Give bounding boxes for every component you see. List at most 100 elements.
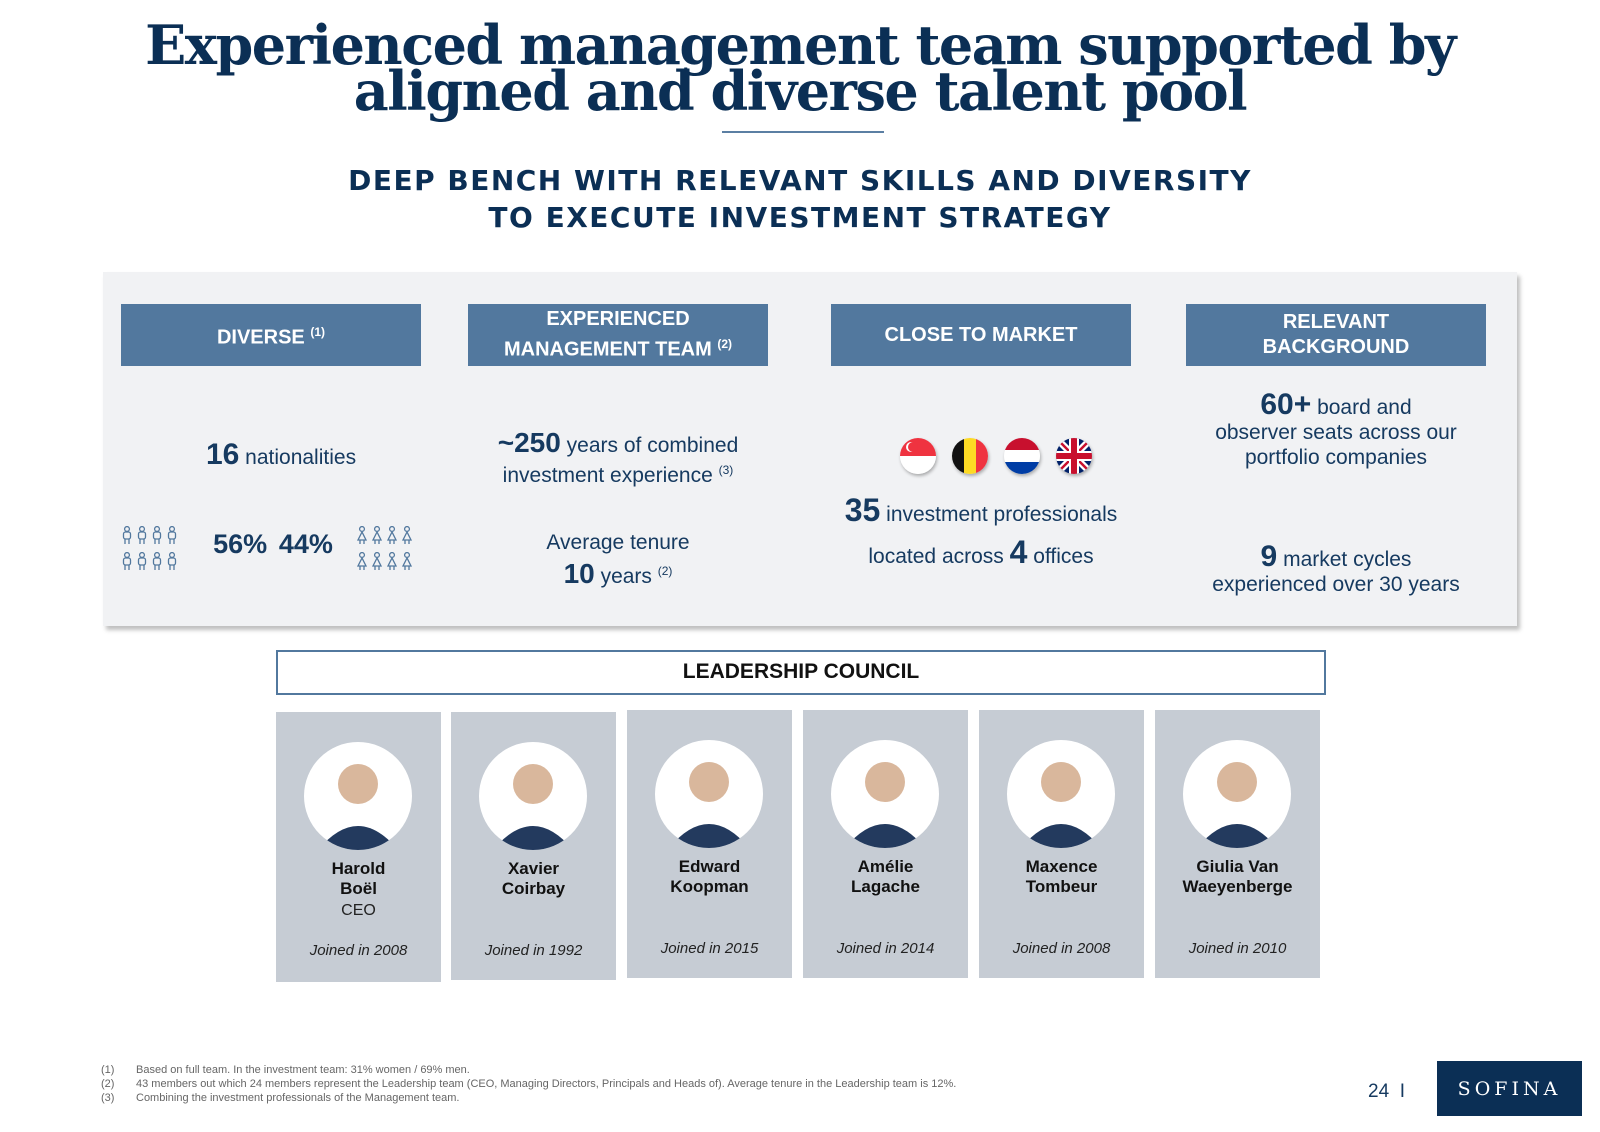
leader-card: Giulia Van Waeyenberge Joined in 2010 [1155, 710, 1320, 978]
leader-joined: Joined in 2008 [1012, 940, 1111, 957]
female-person-icon [355, 551, 369, 576]
board-seats-label-1: board and [1317, 396, 1412, 419]
leader-name: Maxence Tombeur [979, 857, 1144, 897]
male-person-icon [165, 525, 179, 550]
offices-prefix: located across [868, 545, 1004, 568]
leader-role: CEO [341, 902, 376, 919]
page-separator: I [1399, 1081, 1405, 1102]
combined-experience-stat: ~250 years of combined investment experi… [458, 427, 778, 488]
combined-years-note: (3) [718, 463, 734, 477]
tenure-note: (2) [657, 564, 673, 578]
leader-name: Giulia Van Waeyenberge [1155, 857, 1320, 897]
leader-card: Edward Koopman Joined in 2015 [627, 710, 792, 978]
male-person-icon [135, 551, 149, 576]
leader-card: Maxence Tombeur Joined in 2008 [979, 710, 1144, 978]
stats-panel: DIVERSE (1) 16 nationalities 56% 44% EXP… [103, 272, 1517, 626]
nationalities-value: 16 [205, 438, 240, 471]
tenure-stat: Average tenure 10 years (2) [458, 530, 778, 589]
leader-card: Amélie Lagache Joined in 2014 [803, 710, 968, 978]
diverse-header: DIVERSE (1) [121, 304, 421, 366]
leader-last-name: Lagache [851, 877, 920, 896]
female-person-icon [400, 551, 414, 576]
background-header: RELEVANT BACKGROUND [1186, 304, 1486, 366]
experienced-header-note: (2) [717, 337, 732, 352]
avatar [655, 740, 763, 848]
board-seats-stat: 60+ board and observer seats across our … [1171, 390, 1501, 470]
female-person-icon [400, 525, 414, 550]
female-person-icon [370, 525, 384, 550]
uk-flag-icon [1056, 438, 1092, 474]
leader-joined: Joined in 2010 [1188, 940, 1287, 957]
men-percentage: 56% [213, 529, 268, 559]
page-number: 24 I [1368, 1081, 1405, 1103]
combined-years-label-2: investment experience [502, 464, 713, 487]
leadership-council-title: LEADERSHIP COUNCIL [276, 650, 1326, 695]
tenure-unit: years [600, 565, 652, 588]
tenure-label: Average tenure [546, 531, 690, 554]
male-person-icon [120, 525, 134, 550]
offices-value: 4 [1009, 534, 1028, 570]
footnote-text: Based on full team. In the investment te… [136, 1064, 470, 1076]
belgium-flag-icon [952, 438, 988, 474]
page-title-line-1: Experienced management team supported by [145, 13, 1456, 77]
experienced-header-line-2: MANAGEMENT TEAM [504, 338, 712, 361]
male-person-icon-group [120, 525, 179, 576]
nationalities-stat: 16 nationalities [121, 440, 441, 470]
market-cycles-label-1: market cycles [1283, 548, 1412, 571]
background-header-line-2: BACKGROUND [1262, 336, 1410, 358]
gender-split-stat: 56% 44% [203, 529, 343, 559]
male-person-icon [135, 525, 149, 550]
male-person-icon [165, 551, 179, 576]
male-person-icon [150, 551, 164, 576]
female-person-icon [370, 551, 384, 576]
leader-name: Edward Koopman [627, 857, 792, 897]
leader-last-name: Tombeur [1025, 877, 1098, 896]
page-subtitle-line-2: TO EXECUTE INVESTMENT STRATEGY [488, 201, 1112, 234]
leader-first-name: Giulia Van [1196, 857, 1279, 876]
avatar [1007, 740, 1115, 848]
female-person-icon-group [355, 525, 414, 576]
leader-name: Harold Boël [276, 859, 441, 899]
market-header: CLOSE TO MARKET [831, 304, 1131, 366]
footnote-text: Combining the investment professionals o… [136, 1092, 460, 1104]
page-subtitle: DEEP BENCH WITH RELEVANT SKILLS AND DIVE… [0, 162, 1600, 236]
footnote-3: (3) Combining the investment professional… [101, 1091, 956, 1105]
board-seats-label-2: observer seats across our [1215, 421, 1457, 444]
leader-card: Harold Boël CEO Joined in 2008 [276, 712, 441, 982]
diverse-header-label: DIVERSE [216, 326, 305, 349]
leader-first-name: Maxence [1025, 857, 1098, 876]
footnote-2: (2) 43 members out which 24 members repre… [101, 1077, 956, 1091]
board-seats-label-3: portfolio companies [1244, 446, 1428, 469]
footnote-number: (3) [101, 1092, 115, 1104]
leader-first-name: Amélie [857, 857, 914, 876]
leader-name: Xavier Coirbay [451, 859, 616, 899]
leader-name: Amélie Lagache [803, 857, 968, 897]
avatar [831, 740, 939, 848]
male-person-icon [150, 525, 164, 550]
avatar [479, 742, 587, 850]
page-subtitle-line-1: DEEP BENCH WITH RELEVANT SKILLS AND DIVE… [348, 164, 1252, 197]
background-header-line-1: RELEVANT [1282, 311, 1390, 333]
footnote-text: 43 members out which 24 members represen… [136, 1078, 957, 1090]
offices-stat: located across 4 offices [811, 536, 1151, 569]
female-person-icon [355, 525, 369, 550]
leader-joined: Joined in 2008 [309, 942, 408, 959]
professionals-stat: 35 investment professionals [811, 494, 1151, 527]
leader-last-name: Boël [340, 879, 377, 898]
women-percentage: 44% [278, 529, 333, 559]
male-person-icon [120, 551, 134, 576]
avatar [1183, 740, 1291, 848]
professionals-label: investment professionals [886, 503, 1118, 526]
sofina-logo: SOFINA [1437, 1061, 1582, 1116]
leader-joined: Joined in 2015 [660, 940, 759, 957]
page-title-line-2: aligned and diverse talent pool [353, 59, 1248, 123]
experienced-header-line-1: EXPERIENCED [546, 308, 690, 331]
leader-last-name: Koopman [670, 877, 749, 896]
combined-years-label-1: years of combined [566, 434, 739, 457]
leader-first-name: Xavier [507, 859, 560, 878]
market-header-label: CLOSE TO MARKET [884, 323, 1078, 346]
market-cycles-stat: 9 market cycles experienced over 30 year… [1171, 542, 1501, 597]
title-underline [722, 131, 884, 133]
experienced-header: EXPERIENCED MANAGEMENT TEAM (2) [468, 304, 768, 366]
combined-years-value: ~250 [497, 427, 561, 458]
